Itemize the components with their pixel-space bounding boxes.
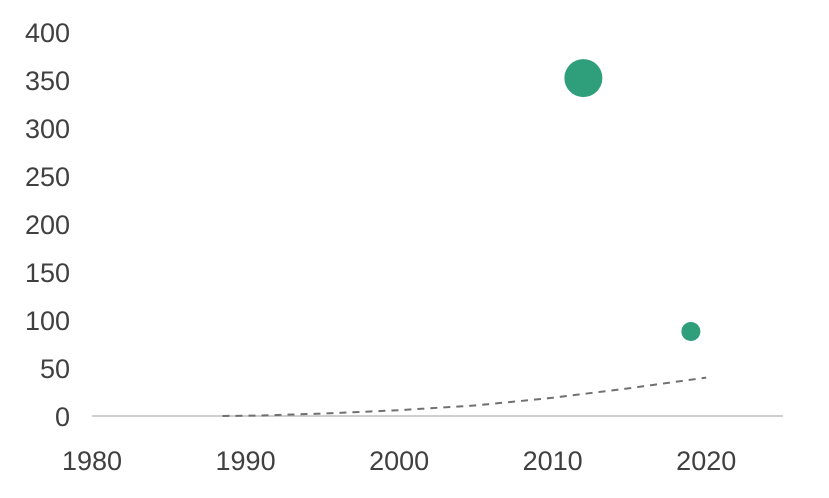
trend-line-group bbox=[222, 376, 707, 417]
x-tick-label: 1980 bbox=[62, 446, 122, 476]
x-tick-label: 1990 bbox=[216, 446, 276, 476]
bubble-point bbox=[564, 59, 603, 98]
y-tick-label: 350 bbox=[25, 66, 70, 96]
x-tick-labels: 1980 1990 2000 2010 2020 bbox=[62, 446, 736, 476]
bubble-point bbox=[681, 322, 701, 342]
trend-line bbox=[222, 376, 707, 417]
y-tick-label: 50 bbox=[40, 354, 70, 384]
y-tick-label: 200 bbox=[25, 210, 70, 240]
x-tick-label: 2000 bbox=[369, 446, 429, 476]
bubble-group bbox=[564, 59, 701, 342]
y-tick-label: 0 bbox=[55, 402, 70, 432]
x-tick-label: 2020 bbox=[676, 446, 736, 476]
y-tick-label: 300 bbox=[25, 114, 70, 144]
y-tick-label: 100 bbox=[25, 306, 70, 336]
y-tick-label: 150 bbox=[25, 258, 70, 288]
y-tick-label: 400 bbox=[25, 18, 70, 48]
y-tick-labels: 0 50 100 150 200 250 300 350 400 bbox=[25, 18, 70, 432]
x-tick-label: 2010 bbox=[523, 446, 583, 476]
y-tick-label: 250 bbox=[25, 162, 70, 192]
